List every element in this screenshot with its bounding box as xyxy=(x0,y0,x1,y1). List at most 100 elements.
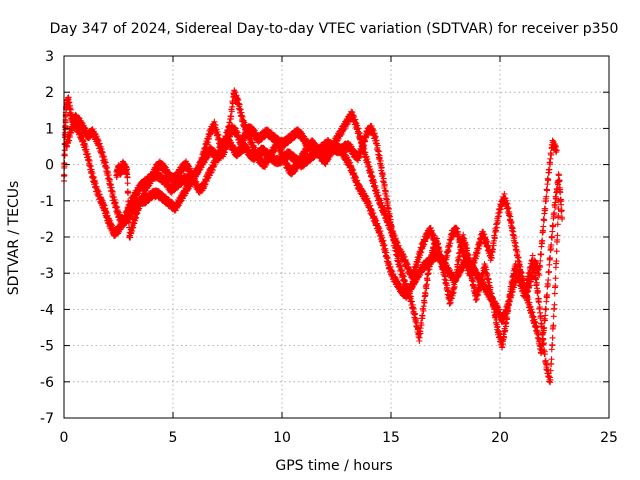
data-point xyxy=(492,313,499,320)
data-point xyxy=(413,317,420,324)
data-point xyxy=(110,194,117,201)
data-point xyxy=(543,362,550,369)
data-point xyxy=(379,171,386,178)
data-point xyxy=(534,328,541,335)
data-point xyxy=(550,222,557,229)
data-point xyxy=(246,131,253,138)
data-point xyxy=(398,267,405,274)
data-point xyxy=(63,143,70,150)
data-point xyxy=(464,245,471,252)
data-point xyxy=(83,146,90,153)
data-point xyxy=(351,170,358,177)
data-point xyxy=(448,295,455,302)
data-point xyxy=(455,256,462,263)
data-point xyxy=(378,164,385,171)
data-point xyxy=(100,153,107,160)
data-point xyxy=(547,367,554,374)
data-point xyxy=(435,249,442,256)
data-point xyxy=(412,268,419,275)
data-point xyxy=(366,163,373,170)
data-point xyxy=(537,313,544,320)
data-point xyxy=(551,209,558,216)
data-point xyxy=(546,268,553,275)
data-point xyxy=(356,129,363,136)
grid-layer xyxy=(64,56,609,418)
data-point xyxy=(187,165,194,172)
data-point xyxy=(61,152,68,159)
data-point xyxy=(131,220,138,227)
data-point xyxy=(372,133,379,140)
data-point xyxy=(423,281,430,288)
data-point xyxy=(445,288,452,295)
data-point xyxy=(401,277,408,284)
data-point xyxy=(559,215,566,222)
data-point xyxy=(368,122,375,129)
data-point xyxy=(541,351,548,358)
data-point xyxy=(66,133,73,140)
data-point xyxy=(479,276,486,283)
data-point xyxy=(329,146,336,153)
data-point xyxy=(544,291,551,298)
data-point xyxy=(428,255,435,262)
data-point xyxy=(369,173,376,180)
data-point xyxy=(93,183,100,190)
data-point xyxy=(381,242,388,249)
data-point xyxy=(534,288,541,295)
data-point xyxy=(526,299,533,306)
data-point xyxy=(551,301,558,308)
data-point xyxy=(247,135,254,142)
data-point xyxy=(375,148,382,155)
data-point xyxy=(203,178,210,185)
data-point xyxy=(535,299,542,306)
data-point xyxy=(530,313,537,320)
data-point xyxy=(350,112,357,119)
data-point xyxy=(125,198,132,205)
data-point xyxy=(442,260,449,267)
data-point xyxy=(359,139,366,146)
data-point xyxy=(352,173,359,180)
data-point xyxy=(385,259,392,266)
data-point xyxy=(539,330,546,337)
data-point xyxy=(138,199,145,206)
data-point xyxy=(134,210,141,217)
data-point xyxy=(202,145,209,152)
data-point xyxy=(84,150,91,157)
data-point xyxy=(223,133,230,140)
data-point xyxy=(90,173,97,180)
data-point xyxy=(421,299,428,306)
data-point xyxy=(125,190,132,197)
data-point xyxy=(372,182,379,189)
data-point xyxy=(474,292,481,299)
data-point xyxy=(376,155,383,162)
data-point xyxy=(199,155,206,162)
data-point xyxy=(454,264,461,271)
data-point xyxy=(504,316,511,323)
data-point xyxy=(542,312,549,319)
data-point xyxy=(399,250,406,257)
data-point xyxy=(507,294,514,301)
data-point xyxy=(488,290,495,297)
data-point xyxy=(509,279,516,286)
data-point xyxy=(558,207,565,214)
data-point xyxy=(205,135,212,142)
data-point xyxy=(236,101,243,108)
data-point xyxy=(543,306,550,313)
data-point xyxy=(505,307,512,314)
data-point xyxy=(550,313,557,320)
data-point xyxy=(555,205,562,212)
data-point xyxy=(382,188,389,195)
data-point xyxy=(345,156,352,163)
data-point xyxy=(549,334,556,341)
data-point xyxy=(377,228,384,235)
data-point xyxy=(469,276,476,283)
data-point xyxy=(407,293,414,300)
data-point xyxy=(425,270,432,277)
data-point xyxy=(553,258,560,265)
data-point xyxy=(93,133,100,140)
data-point xyxy=(487,284,494,291)
data-point xyxy=(484,271,491,278)
data-point xyxy=(558,201,565,208)
data-point xyxy=(550,322,557,329)
